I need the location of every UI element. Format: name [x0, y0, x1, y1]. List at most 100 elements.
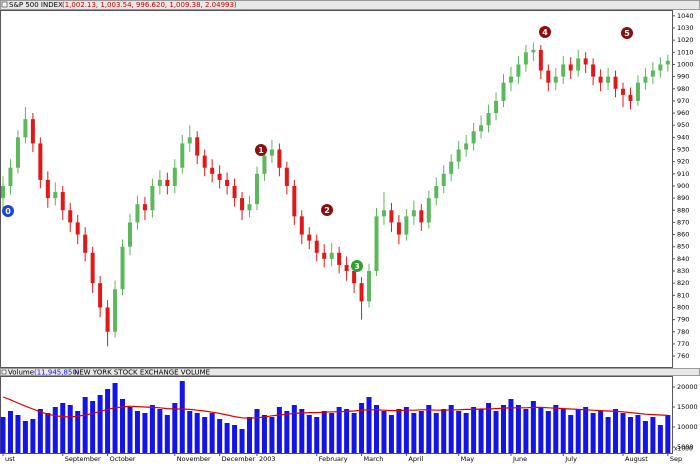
- y-tick-label: 20000: [677, 383, 698, 391]
- candle-body: [598, 76, 603, 83]
- y-tick-label: 1010: [677, 48, 694, 56]
- candle-body: [411, 210, 416, 217]
- x-tick-label: ust: [5, 455, 16, 463]
- annotation-marker: [255, 144, 267, 156]
- candle-body: [576, 58, 581, 71]
- annotation-label: 4: [542, 28, 548, 37]
- volume-bar: [254, 409, 260, 453]
- annotation-label: 1: [258, 146, 264, 155]
- y-tick-label: 770: [677, 340, 689, 348]
- volume-bar: [172, 403, 178, 453]
- candle-body: [202, 155, 207, 168]
- candle-body: [643, 76, 648, 83]
- candle-body: [269, 149, 274, 156]
- x-tick-label: October: [110, 455, 136, 463]
- volume-bar: [224, 423, 230, 453]
- volume-bar: [202, 417, 208, 453]
- candle-body: [635, 82, 640, 101]
- volume-bar: [635, 415, 641, 453]
- volume-bar: [7, 411, 13, 453]
- candle-body: [277, 149, 282, 168]
- candle-body: [389, 210, 394, 223]
- volume-bar: [127, 407, 133, 453]
- candle-body: [449, 161, 454, 174]
- annotation-label: 5: [624, 29, 630, 38]
- volume-unit: x1000: [674, 446, 693, 453]
- candle-body: [591, 64, 596, 77]
- header-values: (1,002.13, 1,003.54, 996.620, 1,009.38, …: [62, 1, 237, 9]
- candle-body: [142, 204, 147, 211]
- volume-bar: [30, 419, 36, 453]
- y-tick-label: 780: [677, 328, 689, 336]
- volume-bar: [276, 407, 282, 453]
- volume-bar: [448, 405, 454, 453]
- candle-body: [98, 283, 103, 308]
- candle-body: [568, 64, 573, 71]
- volume-bar: [553, 405, 559, 453]
- volume-bar: [37, 409, 43, 453]
- candle-body: [583, 58, 588, 65]
- volume-bar: [284, 411, 290, 453]
- volume-bar: [75, 411, 81, 453]
- candle-body: [195, 137, 200, 156]
- candle-body: [516, 64, 521, 77]
- candle-body: [621, 88, 626, 95]
- y-tick-label: 830: [677, 267, 689, 275]
- candle-body: [367, 271, 372, 302]
- volume-bar: [411, 413, 417, 453]
- x-tick-label: June: [512, 455, 527, 463]
- y-tick-label: 960: [677, 109, 689, 117]
- volume-bar: [164, 415, 170, 453]
- volume-bar: [598, 411, 604, 453]
- candle-body: [83, 234, 88, 253]
- y-tick-label: 950: [677, 121, 689, 129]
- annotation-label: 0: [5, 207, 11, 216]
- volume-bar: [613, 409, 619, 453]
- volume-bar: [381, 411, 387, 453]
- candle-body: [606, 76, 611, 83]
- candle-body: [531, 49, 536, 53]
- y-tick-label: 1000: [677, 60, 694, 68]
- y-tick-label: 980: [677, 85, 689, 93]
- volume-bar: [314, 417, 320, 453]
- candle-body: [441, 173, 446, 186]
- volume-bar: [500, 405, 506, 453]
- candle-body: [658, 64, 663, 71]
- annotation-marker: [321, 204, 333, 216]
- volume-bar: [538, 407, 544, 453]
- volume-bar: [396, 409, 402, 453]
- volume-bar: [359, 403, 365, 453]
- volume-bar: [90, 401, 96, 453]
- candle-body: [232, 185, 237, 199]
- candle-body: [247, 204, 252, 211]
- x-tick-label: November: [177, 455, 211, 463]
- volume-bar: [493, 411, 499, 453]
- candle-body: [23, 119, 28, 138]
- volume-bar: [306, 415, 312, 453]
- volume-bar: [194, 413, 200, 453]
- volume-bar: [149, 405, 155, 453]
- candle-body: [75, 222, 80, 235]
- y-tick-label: 970: [677, 97, 689, 105]
- annotation-marker: [621, 27, 633, 39]
- candle-body: [45, 179, 50, 199]
- candle-body: [60, 192, 65, 211]
- volume-bar: [620, 413, 626, 453]
- annotation-label: 2: [324, 206, 330, 215]
- candle-body: [344, 264, 349, 272]
- volume-bar: [560, 409, 566, 453]
- volume-bar: [403, 407, 409, 453]
- candle-body: [135, 204, 140, 223]
- candle-body: [254, 173, 259, 205]
- candle-body: [613, 76, 618, 89]
- candle-body: [225, 179, 230, 186]
- volume-bar: [530, 401, 536, 453]
- candle-body: [292, 185, 297, 217]
- candle-body: [314, 240, 319, 253]
- candle-body: [471, 131, 476, 144]
- header-icon: [1, 1, 8, 8]
- volume-bar: [508, 399, 514, 453]
- x-tick-label: September: [65, 455, 101, 463]
- candle-body: [240, 198, 245, 211]
- y-tick-label: 930: [677, 146, 689, 154]
